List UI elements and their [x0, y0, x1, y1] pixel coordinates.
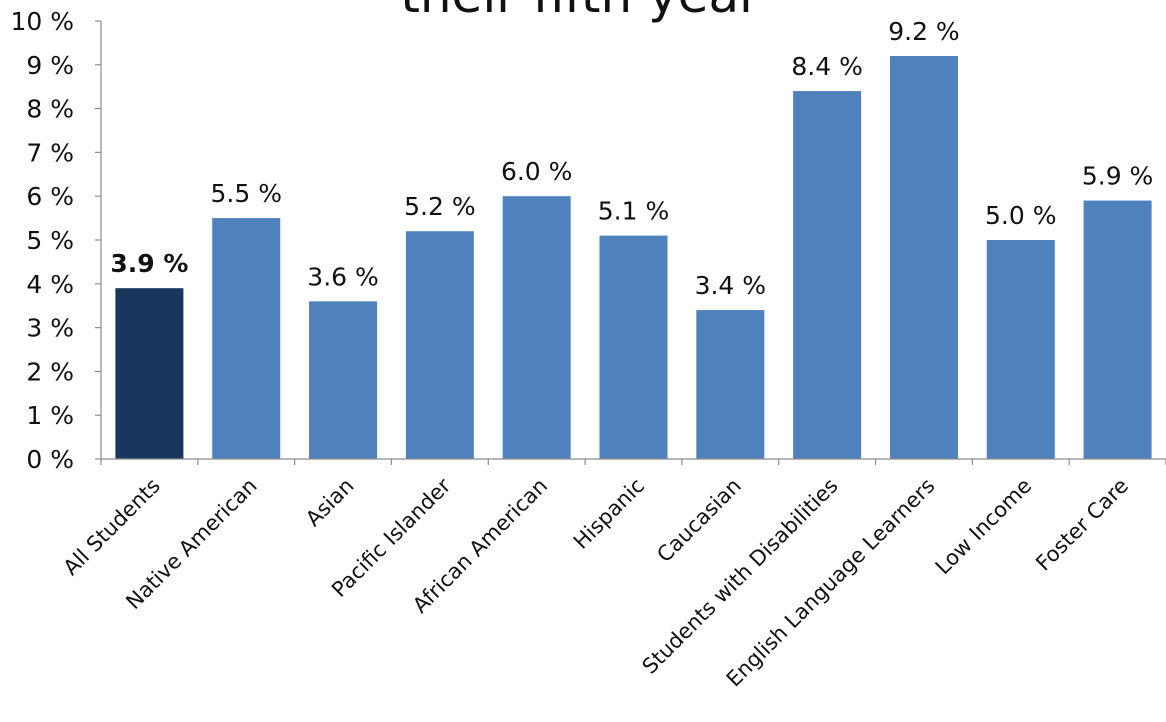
y-axis-ticks: 0 % 1 % 2 % 3 % 4 % 5 % 6 % 7 % 8 % 9 % 10 % [10, 7, 101, 474]
data-label: 5.2 % [404, 192, 475, 221]
data-label: 8.4 % [791, 52, 862, 81]
data-label: 5.5 % [210, 179, 281, 208]
bar [1083, 200, 1152, 459]
x-tick-label: Caucasian [652, 474, 745, 567]
data-label: 6.0 % [501, 157, 572, 186]
data-label: 3.6 % [307, 262, 378, 291]
chart-title: their fifth year [400, 0, 760, 24]
x-tick-label: Hispanic [569, 474, 649, 554]
x-tick-label: English Language Learners [722, 474, 940, 692]
y-tick-label: 3 % [26, 314, 74, 343]
y-tick-label: 1 % [26, 401, 74, 430]
data-labels: 3.9 % 5.5 % 3.6 % 5.2 % 6.0 % 5.1 % 3.4 % 8.4 %… [110, 17, 1153, 300]
y-tick-label: 9 % [26, 51, 74, 80]
bars [115, 56, 1152, 459]
bar [889, 56, 958, 459]
x-tick-label: Foster Care [1031, 474, 1133, 576]
data-label: 5.0 % [985, 201, 1056, 230]
bar [405, 231, 474, 459]
bar [599, 235, 668, 459]
data-label: 3.9 % [110, 249, 188, 278]
x-tick-label: All Students [59, 474, 165, 580]
y-tick-label: 0 % [26, 445, 74, 474]
data-label: 5.1 % [598, 197, 669, 226]
bar [502, 196, 571, 459]
x-axis-tickmarks [100, 459, 1166, 465]
x-tick-label: Asian [301, 474, 359, 532]
y-tick-label: 2 % [26, 357, 74, 386]
y-tick-label: 5 % [26, 226, 74, 255]
bar [212, 218, 281, 459]
x-tick-label: Low Income [931, 474, 1037, 580]
y-tick-label: 6 % [26, 182, 74, 211]
x-tick-label: Students with Disabilities [638, 474, 843, 679]
bar [309, 301, 378, 459]
bar [793, 91, 862, 459]
y-tick-label: 10 % [10, 7, 74, 36]
bar [115, 288, 184, 459]
bar [696, 310, 765, 459]
bar [986, 240, 1055, 459]
y-tick-label: 4 % [26, 270, 74, 299]
data-label: 3.4 % [695, 271, 766, 300]
data-label: 5.9 % [1082, 162, 1153, 191]
y-tick-label: 8 % [26, 95, 74, 124]
y-tick-label: 7 % [26, 138, 74, 167]
data-label: 9.2 % [888, 17, 959, 46]
